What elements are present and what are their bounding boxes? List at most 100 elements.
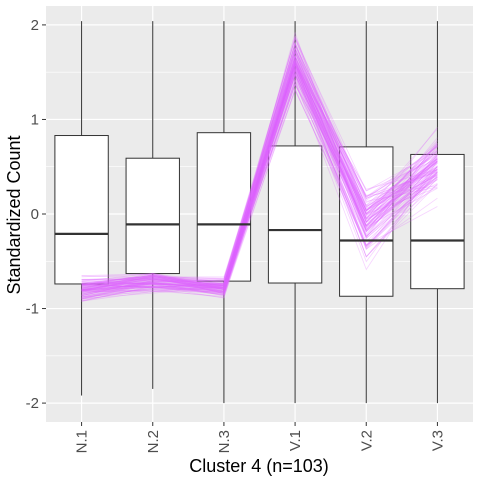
- profile-lines-layer: [81, 31, 438, 302]
- profile-line: [81, 42, 438, 287]
- profile-line: [81, 62, 438, 295]
- profile-line: [81, 59, 438, 302]
- profile-line: [81, 54, 438, 291]
- profile-line: [81, 73, 438, 296]
- profile-line: [81, 35, 438, 292]
- profile-line: [81, 70, 438, 299]
- profile-line: [81, 51, 438, 292]
- profile-line: [81, 61, 438, 292]
- x-tick-label: N.2: [145, 430, 162, 453]
- profile-line: [81, 61, 438, 294]
- profile-line: [81, 55, 438, 289]
- profile-line: [81, 73, 438, 293]
- profile-line: [81, 58, 438, 296]
- profile-line: [81, 61, 438, 289]
- profile-line: [81, 64, 438, 289]
- profile-line: [81, 73, 438, 287]
- profile-line: [81, 61, 438, 291]
- x-axis-ticks: N.1 N.2 N.3 V.1 V.2 V.3: [74, 422, 446, 453]
- profile-line: [81, 73, 438, 294]
- minor-gridlines: [46, 71, 473, 357]
- whisker-layer: [81, 21, 438, 404]
- profile-line: [81, 89, 438, 298]
- profile-line: [81, 59, 438, 288]
- box-V.1: [267, 145, 323, 284]
- x-tick-label: V.3: [429, 430, 446, 451]
- profile-line: [81, 60, 438, 296]
- y-tick-label: -1: [26, 301, 39, 318]
- y-tick-label: 0: [31, 206, 39, 223]
- profile-line: [81, 58, 438, 288]
- profile-line: [81, 68, 438, 289]
- profile-line: [81, 83, 438, 293]
- profile-line: [81, 55, 438, 290]
- profile-line: [81, 54, 438, 286]
- profile-line: [81, 64, 438, 292]
- profile-line: [81, 47, 438, 286]
- profile-line: [81, 76, 438, 290]
- profile-line: [81, 69, 438, 288]
- profile-line: [81, 83, 438, 296]
- x-axis-title: Cluster 4 (n=103): [189, 456, 329, 476]
- profile-line: [81, 52, 438, 291]
- x-tick-label: V.1: [287, 430, 304, 451]
- profile-line: [81, 62, 438, 291]
- box-N.3: [196, 132, 252, 282]
- box-V.3: [410, 153, 465, 290]
- profile-line: [81, 58, 438, 292]
- profile-line: [81, 69, 438, 294]
- profile-line: [81, 61, 438, 289]
- box-V.2: [339, 146, 394, 297]
- profile-line: [81, 55, 438, 292]
- profile-line: [81, 44, 438, 285]
- box-layer: [54, 132, 465, 297]
- profile-line: [81, 63, 438, 290]
- profile-line: [81, 57, 438, 290]
- profile-line: [81, 59, 438, 300]
- profile-line: [81, 64, 438, 290]
- profile-line: [81, 62, 438, 294]
- box-N.2: [125, 157, 180, 275]
- profile-line: [81, 55, 438, 295]
- x-tick-label: V.2: [358, 430, 375, 451]
- profile-line: [81, 78, 438, 295]
- profile-line: [81, 43, 438, 288]
- profile-line: [81, 71, 438, 300]
- profile-line: [81, 35, 438, 289]
- profile-line: [81, 67, 438, 291]
- profile-line: [81, 74, 438, 302]
- profile-line: [81, 68, 438, 300]
- profile-line: [81, 66, 438, 288]
- profile-line: [81, 56, 438, 291]
- profile-line: [81, 42, 438, 285]
- profile-line: [81, 61, 438, 288]
- profile-line: [81, 37, 438, 287]
- x-tick-label: N.1: [74, 430, 91, 453]
- profile-line: [81, 62, 438, 297]
- profile-line: [81, 37, 438, 282]
- y-tick-label: 2: [31, 17, 39, 34]
- profile-line: [81, 66, 438, 295]
- profile-line: [81, 63, 438, 298]
- profile-line: [81, 87, 438, 298]
- profile-line: [81, 79, 438, 296]
- profile-line: [81, 63, 438, 293]
- profile-line: [81, 46, 438, 288]
- profile-line: [81, 58, 438, 288]
- profile-line: [81, 74, 438, 298]
- profile-line: [81, 56, 438, 293]
- profile-line: [81, 43, 438, 287]
- profile-line: [81, 68, 438, 293]
- profile-line: [81, 82, 438, 298]
- profile-line: [81, 41, 438, 295]
- profile-line: [81, 63, 438, 295]
- profile-line: [81, 72, 438, 291]
- profile-line: [81, 47, 438, 300]
- profile-line: [81, 80, 438, 292]
- profile-line: [81, 50, 438, 283]
- profile-line: [81, 51, 438, 283]
- profile-line: [81, 41, 438, 290]
- profile-line: [81, 57, 438, 288]
- profile-line: [81, 61, 438, 294]
